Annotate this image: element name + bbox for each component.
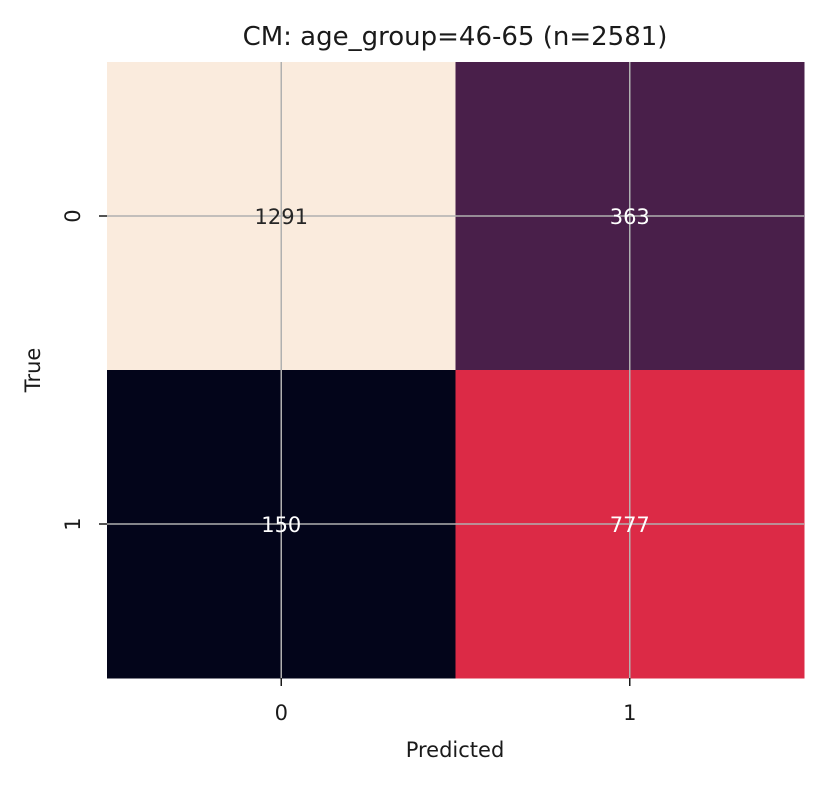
cell-value-0-0: 1291 (255, 205, 308, 229)
axis-ticks: 0 1 0 1 (61, 209, 636, 725)
x-tick-label-1: 1 (623, 701, 636, 725)
x-axis-label: Predicted (406, 738, 505, 762)
heatmap-cells (107, 62, 805, 679)
chart-title: CM: age_group=46-65 (n=2581) (243, 22, 668, 52)
cell-value-labels: 1291 363 150 777 (255, 205, 650, 537)
x-tick-label-0: 0 (275, 701, 288, 725)
cell-value-1-1: 777 (610, 513, 650, 537)
cell-value-1-0: 150 (261, 513, 301, 537)
y-axis-label: True (21, 348, 45, 394)
y-tick-label-1: 1 (61, 517, 85, 530)
cell-value-0-1: 363 (610, 205, 650, 229)
y-tick-label-0: 0 (61, 209, 85, 222)
grid-lines (107, 62, 804, 678)
